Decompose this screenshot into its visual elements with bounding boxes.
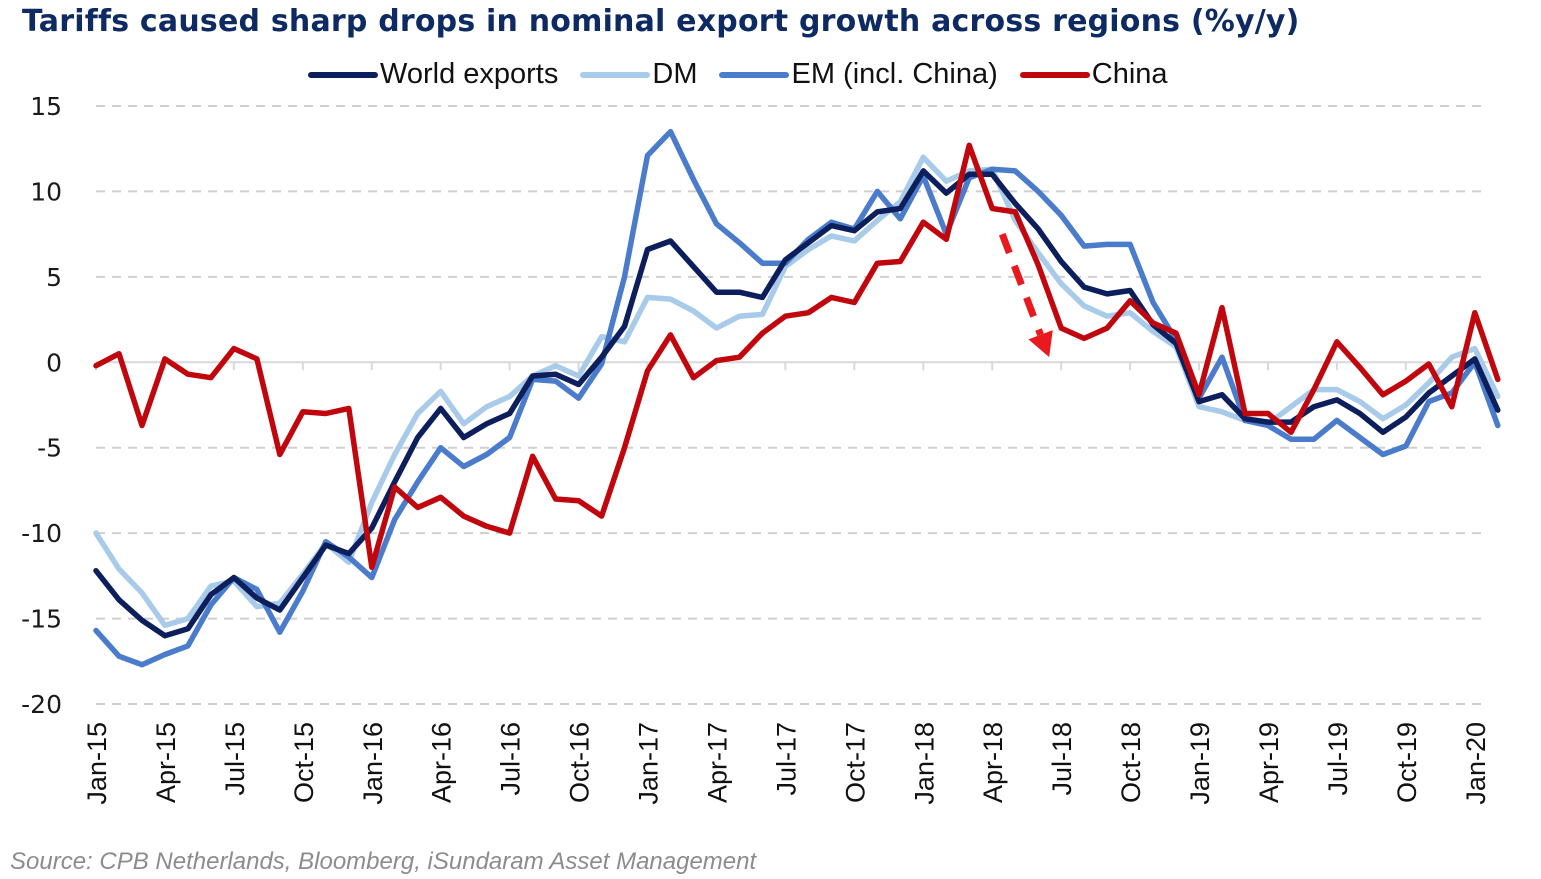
gridlines <box>96 105 1488 705</box>
legend-swatch-dm <box>580 71 651 78</box>
legend-label-china: China <box>1091 58 1168 90</box>
x-tick-label: Jan-17 <box>634 722 664 805</box>
x-tick-label: Jul-16 <box>496 722 526 796</box>
x-tick-label: Oct-17 <box>840 722 870 803</box>
legend-label-world-exports: World exports <box>380 58 559 90</box>
drop-arrow-shaft <box>998 232 1044 336</box>
drop-arrow-head <box>1028 330 1053 358</box>
y-tick-label: 5 <box>46 263 62 292</box>
legend-item-em: EM (incl. China) <box>719 58 998 91</box>
x-tick-label: Jan-18 <box>909 722 939 805</box>
y-tick-label: -5 <box>37 434 62 463</box>
legend-item-china: China <box>1019 58 1168 91</box>
legend-item-dm: DM <box>580 58 697 91</box>
legend-label-dm: DM <box>652 58 698 90</box>
x-tick-label: Apr-16 <box>427 722 457 803</box>
x-tick-label: Jul-18 <box>1047 722 1077 796</box>
legend-label-em: EM (incl. China) <box>791 58 998 90</box>
series-dm <box>93 154 1501 629</box>
x-tick-label: Jul-19 <box>1323 722 1353 796</box>
series-line-em-incl-china <box>93 128 1501 668</box>
legend-item-world-exports: World exports <box>308 58 558 91</box>
legend-swatch-em <box>719 71 790 78</box>
x-tick-label: Oct-19 <box>1392 722 1422 803</box>
x-tick-label: Jan-19 <box>1185 722 1215 805</box>
legend-swatch-china <box>1019 71 1090 78</box>
series-line-world-exports <box>93 168 1501 639</box>
series-lines <box>93 128 1501 668</box>
x-tick-label: Jan-16 <box>358 722 388 805</box>
x-tick-label: Apr-18 <box>978 722 1008 803</box>
x-tick-label: Jul-15 <box>220 722 250 796</box>
source-note: Source: CPB Netherlands, Bloomberg, iSun… <box>10 848 757 875</box>
y-tick-label: -20 <box>21 690 62 719</box>
y-tick-label: 0 <box>46 348 62 377</box>
x-tick-label: Jul-17 <box>771 722 801 796</box>
series-em-incl-china <box>93 128 1501 668</box>
legend: World exports DM EM (incl. China) China <box>308 58 1190 91</box>
chart-title: Tariffs caused sharp drops in nominal ex… <box>22 4 1300 39</box>
y-tick-label: -15 <box>21 605 62 634</box>
x-tick-label: Oct-16 <box>565 722 595 803</box>
y-tick-label: -10 <box>21 519 62 548</box>
annotations <box>998 232 1053 358</box>
series-china <box>93 142 1501 571</box>
x-tick-label: Jan-15 <box>82 722 112 805</box>
y-tick-label: 15 <box>30 92 62 121</box>
y-axis-ticks: 15 10 5 0 -5 -10 -15 -20 <box>21 92 62 719</box>
series-line-china <box>93 142 1501 571</box>
x-tick-label: Jan-20 <box>1461 722 1491 805</box>
x-tick-label: Oct-18 <box>1116 722 1146 803</box>
series-world-exports <box>93 168 1501 639</box>
x-axis-ticks: Jan-15 Apr-15 Jul-15 Oct-15 Jan-16 Apr-16 Jul-… <box>82 362 1491 805</box>
x-tick-label: Apr-17 <box>702 722 732 803</box>
legend-swatch-world-exports <box>308 71 378 78</box>
x-tick-label: Oct-15 <box>289 722 319 803</box>
x-tick-label: Apr-15 <box>151 722 181 803</box>
series-line-dm <box>93 154 1501 629</box>
y-tick-label: 10 <box>30 177 62 206</box>
x-tick-label: Apr-19 <box>1254 722 1284 803</box>
